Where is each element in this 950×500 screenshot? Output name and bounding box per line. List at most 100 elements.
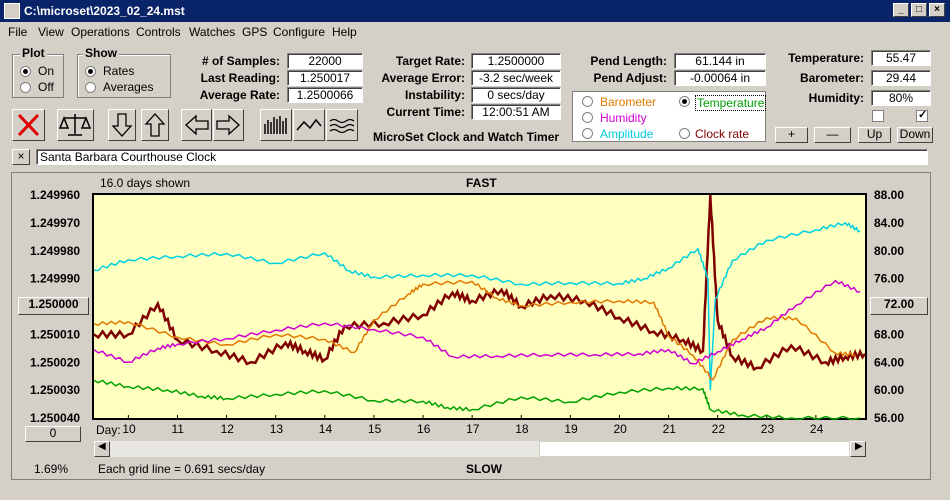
amplitude-radio[interactable] [582,128,593,139]
x-tick-label: 20 [613,422,627,436]
clear-button[interactable] [12,109,45,141]
scale-up-button[interactable]: Up [858,127,891,143]
x-tick-label: 11 [171,422,184,436]
temperature-label: Temperature: [788,51,864,65]
series-line-clock-rate [93,194,866,372]
rates-radio[interactable] [85,66,96,77]
x-tick-label: 15 [368,422,382,436]
scroll-right-arrow[interactable]: ▶ [850,441,866,457]
last-reading-label: Last Reading: [200,71,280,85]
current-time-label: Current Time: [386,105,465,119]
amplitude-overlay-label: Amplitude [600,127,654,141]
x-tick-label: 19 [564,422,578,436]
clock-rate-radio[interactable] [679,128,690,139]
menu-configure[interactable]: Configure [273,25,326,39]
wave-line-icon [296,118,322,131]
series-line-barometer [93,279,856,381]
y-left-tick-label: 1.250020 [30,355,80,369]
x-tick-label: 13 [270,422,284,436]
scroll-thumb[interactable] [539,441,850,457]
average-rate-field: 1.2500066 [287,87,363,103]
menu-watches[interactable]: Watches [189,25,236,39]
humidity-radio[interactable] [582,112,593,123]
slow-label: SLOW [466,462,502,476]
menu-view[interactable]: View [38,25,64,39]
menu-operations[interactable]: Operations [71,25,130,39]
pend-adjust-label: Pend Adjust: [593,71,667,85]
horizontal-scrollbar[interactable]: ◀ ▶ [94,441,866,457]
line-view-button[interactable] [293,109,325,141]
balance-button[interactable] [57,109,94,141]
samples-field: 22000 [287,53,363,69]
humidity-field: 80% [871,90,931,106]
checkbox-1[interactable] [872,110,884,122]
scale-plus-button[interactable]: + [775,127,808,143]
show-group-title: Show [83,46,119,60]
clear-note-button[interactable]: × [12,149,30,165]
x-tick-label: 24 [810,422,824,436]
plot-off-radio[interactable] [20,82,31,93]
menu-gps[interactable]: GPS [242,25,268,39]
day-axis-label: Day: [96,423,121,437]
histogram-icon [264,116,287,134]
average-error-field: -3.2 sec/week [471,70,561,86]
wave-trace-icon [329,118,355,134]
target-rate-field[interactable]: 1.2500000 [471,53,561,69]
instability-field: 0 secs/day [471,87,561,103]
maximize-button[interactable]: □ [911,3,927,17]
scroll-left-button[interactable] [181,109,212,141]
balance-scale-icon [58,114,92,136]
menu-file[interactable]: File [8,25,28,39]
y-right-tick-label: 60.00 [874,383,904,397]
scroll-right-button[interactable] [213,109,244,141]
grid-note: Each grid line = 0.691 secs/day [98,462,266,476]
app-icon [4,3,20,19]
app-heading: MicroSet Clock and Watch Timer [373,130,560,144]
y-right-tick-label: 64.00 [874,355,904,369]
histogram-button[interactable] [260,109,292,141]
target-rate-label: Target Rate: [395,54,465,68]
averages-radio[interactable] [85,82,96,93]
scroll-left-arrow[interactable]: ◀ [94,441,110,457]
barometer-radio[interactable] [582,96,593,107]
close-button[interactable]: × [929,3,945,17]
center-value-button[interactable]: 1.250000 [18,297,89,315]
checkbox-2[interactable]: ✓ [916,109,928,122]
zero-button[interactable]: 0 [25,426,81,442]
days-shown-label: 16.0 days shown [100,176,191,190]
minimize-button[interactable]: _ [893,3,909,17]
scale-down-button[interactable]: Down [897,127,933,143]
fast-label: FAST [466,176,497,190]
instability-label: Instability: [404,88,465,102]
average-rate-label: Average Rate: [199,88,280,102]
current-time-field: 12:00:51 AM [471,104,561,120]
y-left-tick-label: 1.249970 [30,216,80,230]
temperature-radio[interactable] [679,96,690,107]
trace-view-button[interactable] [326,109,358,141]
shift-down-button[interactable] [108,109,136,141]
shift-up-button[interactable] [141,109,169,141]
y-right-tick-label: 68.00 [874,327,904,341]
y-left-tick-label: 1.249960 [30,188,80,202]
x-tick-label: 18 [515,422,529,436]
note-field[interactable]: Santa Barbara Courthouse Clock [36,149,928,165]
plot-on-label: On [38,64,55,78]
show-group [77,54,171,98]
x-tick-label: 10 [122,422,136,436]
arrow-down-icon [111,113,133,137]
arrow-up-icon [144,113,166,137]
pend-length-field[interactable]: 61.144 in [674,53,766,69]
menu-controls[interactable]: Controls [136,25,181,39]
menu-help[interactable]: Help [332,25,357,39]
series-line-amplitude [93,221,861,391]
scale-minus-button[interactable]: — [814,127,851,143]
plot-on-radio[interactable] [20,66,31,77]
plot-area[interactable] [92,193,867,420]
y-right-tick-label: 56.00 [874,411,904,425]
pend-length-label: Pend Length: [590,54,667,68]
right-center-value-button[interactable]: 72.00 [870,297,928,315]
average-error-label: Average Error: [381,71,465,85]
window-title: C:\microset\2023_02_24.mst [24,4,185,18]
y-right-tick-label: 80.00 [874,244,904,258]
